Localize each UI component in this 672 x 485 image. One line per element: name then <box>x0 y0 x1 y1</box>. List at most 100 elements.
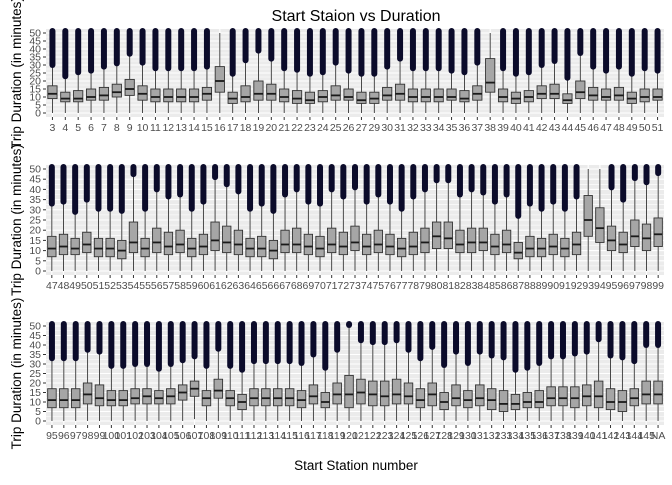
x-tick-label: 94 <box>594 280 606 292</box>
box-iqr <box>605 388 616 411</box>
box-iqr <box>558 386 568 407</box>
box-97 <box>630 164 640 271</box>
x-tick-label: 72 <box>337 280 349 292</box>
box-90 <box>548 164 558 271</box>
box-iqr <box>245 237 255 258</box>
box-8 <box>111 28 122 113</box>
y-tick-label: 35 <box>29 194 41 206</box>
box-iqr <box>150 88 161 103</box>
box-iqr <box>304 91 316 104</box>
box-iqr <box>163 231 174 256</box>
x-tick-label: 13 <box>175 122 187 134</box>
box-51 <box>93 164 104 271</box>
box-iqr <box>233 229 244 256</box>
y-tick-label: 0 <box>35 416 41 428</box>
x-tick-label: 9 <box>127 122 133 134</box>
box-10 <box>137 28 148 113</box>
x-tick-label: 110 <box>222 430 239 442</box>
x-tick-label: 79 <box>419 280 431 292</box>
x-tick-label: 134 <box>507 430 525 442</box>
box-iqr <box>513 241 523 260</box>
box-31 <box>394 28 406 113</box>
x-tick-label: 133 <box>495 430 513 442</box>
y-tick-label: 45 <box>29 36 41 48</box>
box-iqr <box>303 233 314 256</box>
x-tick-label: 14 <box>188 122 200 134</box>
y-tick-label: 5 <box>35 255 41 267</box>
x-tick-label: 99 <box>652 280 664 292</box>
box-45 <box>575 28 586 113</box>
box-iqr <box>379 380 390 407</box>
x-tick-label: 70 <box>314 280 326 292</box>
box-iqr <box>394 83 406 101</box>
x-tick-label: 138 <box>554 430 572 442</box>
x-tick-label: 23 <box>304 122 316 134</box>
x-tick-label: 137 <box>542 430 560 442</box>
x-tick-label: 31 <box>394 122 406 134</box>
box-61 <box>210 164 220 271</box>
box-iqr <box>653 217 663 247</box>
box-26 <box>343 28 354 113</box>
box-3 <box>47 28 58 113</box>
y-tick-label: 20 <box>29 76 41 88</box>
x-tick-label: 51 <box>93 280 105 292</box>
x-tick-label: 64 <box>244 280 256 292</box>
x-tick-label: 47 <box>600 122 612 134</box>
box-iqr <box>451 384 461 407</box>
x-tick-label: 48 <box>58 280 70 292</box>
y-tick-label: 40 <box>29 340 41 352</box>
x-tick-label: 35 <box>446 122 458 134</box>
box-46 <box>588 28 599 113</box>
x-tick-label: 74 <box>361 280 373 292</box>
box-32 <box>407 28 419 113</box>
box-iqr <box>639 88 650 103</box>
y-tick-label: 25 <box>29 68 41 80</box>
box-iqr <box>486 388 497 411</box>
box-134 <box>510 321 521 421</box>
box-iqr <box>249 388 259 407</box>
box-117 <box>308 321 319 421</box>
box-59 <box>187 164 197 271</box>
box-iqr <box>356 378 366 405</box>
box-iqr <box>362 233 372 256</box>
box-iqr <box>356 91 367 104</box>
box-iqr <box>595 207 605 243</box>
box-126 <box>415 321 426 421</box>
x-tick-label: 132 <box>483 430 501 442</box>
box-38 <box>485 33 496 113</box>
box-81 <box>443 164 453 271</box>
x-tick-label: 15 <box>201 122 213 134</box>
y-tick-label: 25 <box>29 368 41 380</box>
box-iqr <box>330 85 341 101</box>
x-tick-label: 115 <box>281 430 298 442</box>
box-iqr <box>315 235 325 258</box>
box-16 <box>214 33 225 113</box>
box-iqr <box>525 235 535 258</box>
box-64 <box>245 164 255 271</box>
box-116 <box>296 321 307 421</box>
x-tick-label: 67 <box>279 280 291 292</box>
x-tick-label: 16 <box>214 122 226 134</box>
x-tick-label: 65 <box>256 280 268 292</box>
box-iqr <box>433 88 444 103</box>
x-tick-label: 69 <box>303 280 315 292</box>
box-iqr <box>562 93 573 104</box>
box-42 <box>536 28 547 113</box>
box-iqr <box>446 88 457 101</box>
x-tick-label: 109 <box>210 430 228 442</box>
box-NA <box>653 321 663 421</box>
box-105 <box>166 321 176 421</box>
box-58 <box>175 164 185 271</box>
box-34 <box>433 28 444 113</box>
box-49 <box>70 164 80 271</box>
x-tick-label: 122 <box>364 430 382 442</box>
x-tick-label: 6 <box>88 122 94 134</box>
box-100 <box>106 321 117 421</box>
x-tick-label: 135 <box>519 430 537 442</box>
box-iqr <box>111 83 122 98</box>
x-tick-label: 55 <box>139 280 151 292</box>
x-tick-label: 143 <box>614 430 632 442</box>
box-20 <box>266 28 277 113</box>
